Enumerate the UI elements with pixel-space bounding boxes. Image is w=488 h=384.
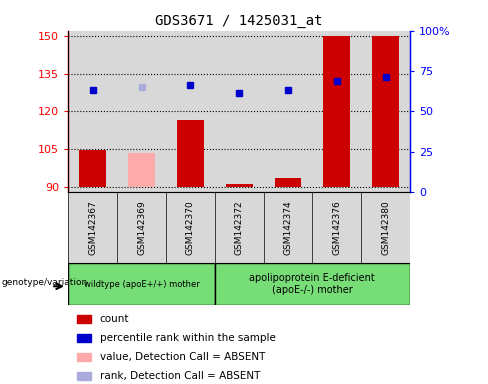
Bar <box>77 353 91 361</box>
Bar <box>117 31 166 192</box>
Text: wildtype (apoE+/+) mother: wildtype (apoE+/+) mother <box>83 280 200 289</box>
Text: count: count <box>100 314 129 324</box>
Text: rank, Detection Call = ABSENT: rank, Detection Call = ABSENT <box>100 371 260 381</box>
Bar <box>274 178 302 187</box>
Bar <box>68 192 117 263</box>
Text: GSM142367: GSM142367 <box>88 200 97 255</box>
Text: percentile rank within the sample: percentile rank within the sample <box>100 333 276 343</box>
Bar <box>215 31 264 192</box>
Bar <box>361 192 410 263</box>
Bar <box>166 192 215 263</box>
Bar <box>361 31 410 192</box>
Bar <box>312 192 361 263</box>
Bar <box>77 372 91 380</box>
Bar <box>264 192 312 263</box>
Text: genotype/variation: genotype/variation <box>1 278 88 286</box>
Text: GSM142370: GSM142370 <box>186 200 195 255</box>
Bar <box>117 192 166 263</box>
Text: apolipoprotein E-deficient
(apoE-/-) mother: apolipoprotein E-deficient (apoE-/-) mot… <box>249 273 375 295</box>
Bar <box>166 31 215 192</box>
Title: GDS3671 / 1425031_at: GDS3671 / 1425031_at <box>155 14 323 28</box>
Bar <box>68 263 215 305</box>
Bar <box>225 184 253 187</box>
Bar <box>323 36 350 187</box>
Text: GSM142376: GSM142376 <box>332 200 341 255</box>
Text: value, Detection Call = ABSENT: value, Detection Call = ABSENT <box>100 352 265 362</box>
Text: GSM142380: GSM142380 <box>381 200 390 255</box>
Bar <box>68 31 117 192</box>
Bar <box>128 153 155 187</box>
Bar <box>77 315 91 323</box>
Text: GSM142372: GSM142372 <box>235 200 244 255</box>
Bar <box>215 192 264 263</box>
Bar <box>372 36 399 187</box>
Bar <box>77 334 91 342</box>
Bar <box>312 31 361 192</box>
Text: GSM142374: GSM142374 <box>284 200 292 255</box>
Bar <box>177 120 203 187</box>
Bar <box>79 151 106 187</box>
Text: GSM142369: GSM142369 <box>137 200 146 255</box>
Bar <box>264 31 312 192</box>
Bar <box>215 263 410 305</box>
